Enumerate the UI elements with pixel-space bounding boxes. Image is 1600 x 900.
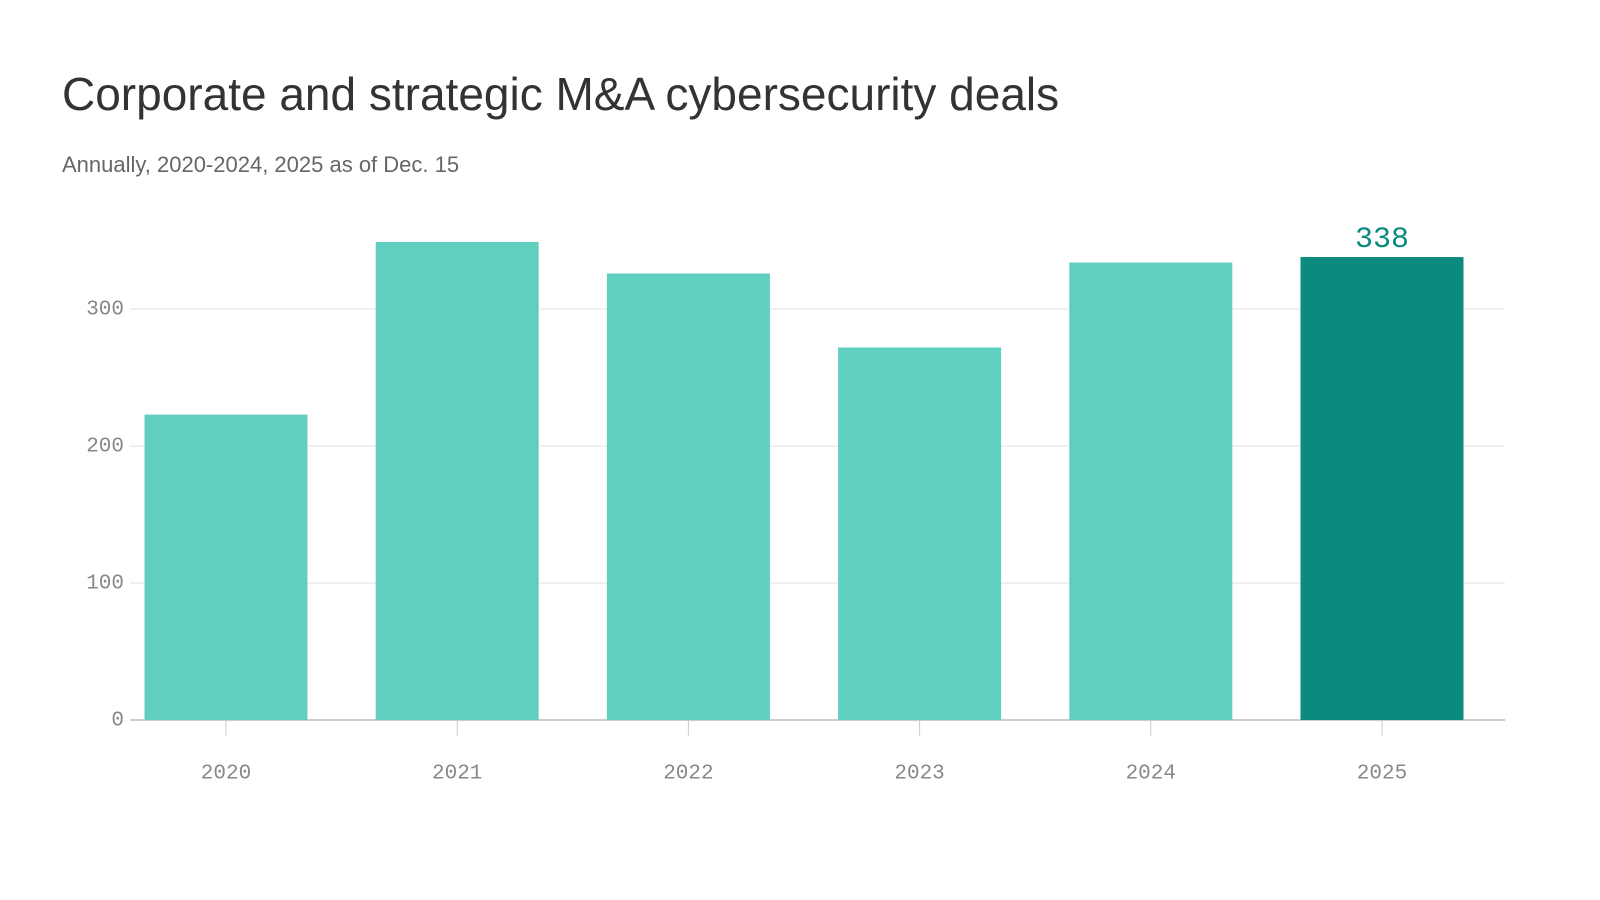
- bar: [144, 414, 308, 720]
- bar: [606, 273, 770, 720]
- x-tick-label: 2025: [1357, 763, 1407, 786]
- x-tick-label: 2021: [432, 763, 482, 786]
- y-tick-label: 300: [86, 299, 124, 322]
- bar: [1069, 262, 1233, 720]
- bar: [838, 347, 1002, 720]
- value-label: 338: [1355, 223, 1409, 257]
- x-tick-label: 2022: [663, 763, 713, 786]
- bar: [1300, 257, 1464, 720]
- x-tick-label: 2024: [1126, 763, 1176, 786]
- x-tick-label: 2023: [894, 763, 944, 786]
- chart-title: Corporate and strategic M&A cybersecurit…: [62, 68, 1059, 120]
- y-tick-label: 200: [86, 436, 124, 459]
- y-tick-label: 100: [86, 573, 124, 596]
- y-tick-label: 0: [111, 710, 124, 733]
- x-tick-label: 2020: [201, 763, 251, 786]
- chart-subtitle: Annually, 2020-2024, 2025 as of Dec. 15: [62, 152, 459, 177]
- bar: [375, 241, 539, 720]
